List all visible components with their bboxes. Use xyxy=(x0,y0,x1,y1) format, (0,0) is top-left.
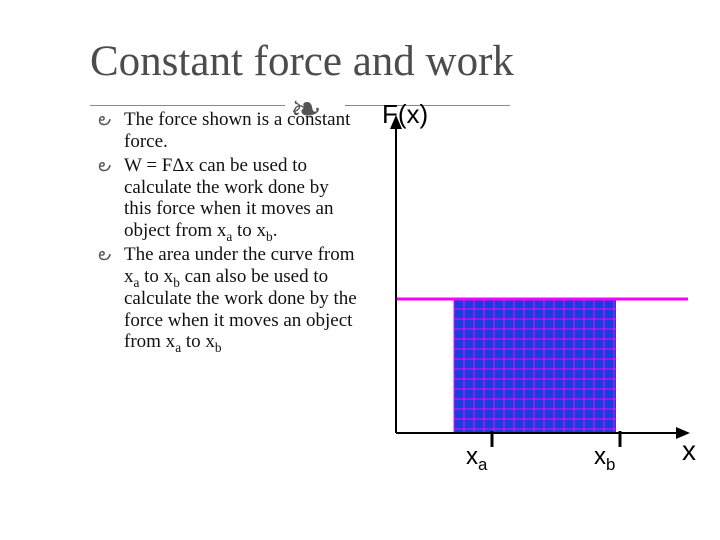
axis-label-x: x xyxy=(682,435,696,467)
force-chart: F(x) x xa xb xyxy=(378,103,698,463)
bullet-item: ౿ W = FΔx can be used to calculate the w… xyxy=(100,155,360,242)
bullet-swirl-icon: ౿ xyxy=(98,246,118,262)
bullet-text: W = FΔx can be used to calculate the wor… xyxy=(124,155,333,242)
slide-title: Constant force and work xyxy=(90,40,680,83)
bullet-item: ౿ The area under the curve from xa to xb… xyxy=(100,244,360,353)
axis-label-fx: F(x) xyxy=(382,99,428,130)
divider-rule-left xyxy=(90,105,285,106)
bullet-list: ౿ The force shown is a constant force. ౿… xyxy=(100,103,360,355)
chart-svg xyxy=(378,103,698,463)
tick-label-xa: xa xyxy=(466,443,487,471)
bullet-swirl-icon: ౿ xyxy=(98,157,118,173)
tick-label-xb: xb xyxy=(594,443,615,471)
bullet-swirl-icon: ౿ xyxy=(98,111,118,127)
slide: Constant force and work ❧ ౿ The force sh… xyxy=(0,0,720,540)
bullet-item: ౿ The force shown is a constant force. xyxy=(100,109,360,153)
bullet-text: The area under the curve from xa to xb c… xyxy=(124,244,357,352)
bullet-text: The force shown is a constant force. xyxy=(124,109,350,152)
slide-body: ౿ The force shown is a constant force. ౿… xyxy=(100,103,680,463)
